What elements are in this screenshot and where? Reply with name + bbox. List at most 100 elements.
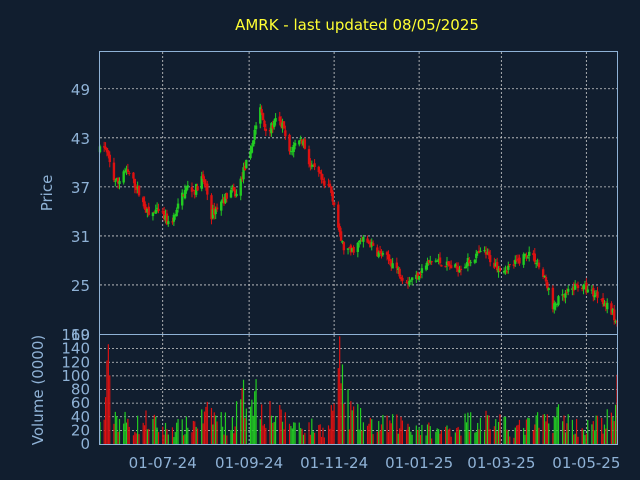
- candle-body: [514, 259, 517, 264]
- candle-body: [390, 260, 393, 267]
- candle-body: [604, 303, 608, 308]
- candle-body: [417, 275, 421, 280]
- volume-axis-label: Volume (0000): [29, 335, 47, 445]
- candle-body: [165, 213, 169, 225]
- candle-body: [445, 261, 449, 266]
- candle-body: [537, 262, 541, 268]
- candle-body: [493, 262, 496, 268]
- candle-body: [554, 304, 557, 306]
- candle-body: [155, 207, 159, 209]
- candle-body: [112, 162, 116, 181]
- candle-body: [596, 291, 599, 298]
- candle-body: [183, 190, 187, 199]
- candle-body: [176, 203, 180, 209]
- candle-body: [546, 282, 549, 289]
- candle-body: [133, 178, 137, 188]
- x-tick-label: 01-01-25: [385, 454, 453, 472]
- candle-body: [272, 120, 276, 128]
- candle-body: [328, 183, 332, 187]
- candle-body: [465, 265, 468, 267]
- candle-body: [282, 121, 286, 129]
- candle-body: [459, 268, 463, 271]
- candle-body: [213, 208, 216, 215]
- candle-body: [518, 257, 521, 264]
- candle-body: [466, 258, 470, 266]
- candle-body: [440, 265, 443, 267]
- candle-body: [487, 251, 490, 256]
- candle-body: [366, 238, 369, 243]
- candle-body: [426, 261, 429, 266]
- candle-body: [614, 320, 617, 323]
- candle-body: [555, 303, 559, 305]
- candle-body: [125, 169, 128, 172]
- candle-body: [543, 276, 546, 278]
- candle-body: [225, 193, 229, 199]
- candle-body: [449, 265, 453, 269]
- candle-body: [351, 248, 354, 252]
- candle-body: [567, 288, 570, 292]
- x-tick-label: 01-07-24: [129, 454, 197, 472]
- candle-body: [330, 186, 333, 193]
- candle-body: [575, 283, 578, 286]
- candle-body: [359, 240, 362, 242]
- candle-body: [377, 251, 380, 257]
- candle-body: [380, 252, 383, 257]
- candle-body: [181, 192, 184, 206]
- volume-panel-frame: [99, 334, 618, 445]
- candle-body: [583, 284, 587, 286]
- volume-tick-label: 60: [71, 394, 90, 412]
- candle-body: [157, 208, 160, 211]
- candle-body: [245, 159, 248, 169]
- candle-body: [147, 206, 150, 215]
- candle-body: [399, 276, 403, 280]
- candle-body: [240, 177, 244, 179]
- candle-body: [495, 262, 499, 271]
- candle-body: [454, 264, 457, 268]
- candle-body: [293, 143, 297, 146]
- candle-body: [475, 253, 478, 259]
- price-tick-labels: 49 43 37 31 25 19: [71, 81, 90, 344]
- candle-body: [376, 247, 379, 257]
- candle-body: [427, 259, 431, 264]
- candle-body: [161, 211, 164, 213]
- candle-body: [594, 293, 598, 295]
- candle-body: [525, 255, 528, 258]
- candle-body: [378, 250, 382, 253]
- candle-body: [313, 163, 316, 167]
- candle-body: [154, 209, 157, 214]
- candle-body: [387, 254, 390, 260]
- candle-body: [356, 242, 360, 252]
- candle-body: [302, 140, 305, 146]
- volume-tick-label: 80: [71, 381, 90, 399]
- candle-body: [104, 146, 107, 149]
- candle-body: [523, 253, 527, 257]
- candle-body: [116, 177, 120, 184]
- candle-body: [419, 274, 422, 276]
- candle-body: [455, 266, 458, 269]
- candle-body: [405, 282, 408, 284]
- candle-body: [249, 150, 252, 159]
- candle-body: [215, 207, 219, 210]
- candle-body: [260, 109, 263, 113]
- candle-body: [300, 139, 304, 144]
- candle-body: [408, 280, 411, 286]
- candle-body: [332, 202, 336, 206]
- candle-body: [436, 260, 439, 262]
- x-tick-label: 01-09-24: [215, 454, 283, 472]
- candle-body: [135, 186, 138, 191]
- candle-body: [547, 288, 550, 290]
- candle-body: [242, 167, 245, 180]
- candle-body: [252, 140, 255, 147]
- candle-body: [204, 183, 208, 186]
- candle-body: [185, 187, 188, 192]
- candle-body: [562, 295, 566, 298]
- candle-body: [317, 166, 320, 173]
- candle-body: [515, 259, 518, 261]
- candle-body: [352, 246, 355, 253]
- candle-body: [573, 283, 577, 290]
- candle-body: [410, 277, 414, 280]
- candle-body: [144, 207, 148, 213]
- volume-bars: [99, 336, 618, 444]
- price-tick-label: 19: [71, 326, 90, 344]
- candle-body: [235, 193, 238, 197]
